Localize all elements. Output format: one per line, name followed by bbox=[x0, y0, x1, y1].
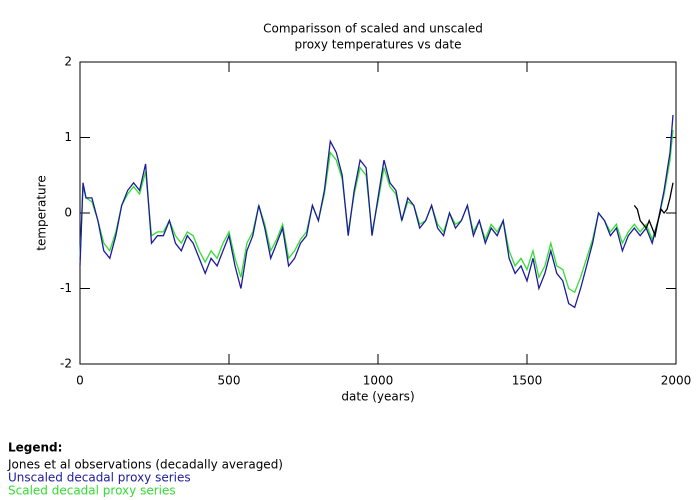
y-axis-label: temperature bbox=[35, 175, 49, 250]
legend-entry: Unscaled decadal proxy series bbox=[8, 471, 191, 485]
x-tick-label: 1000 bbox=[363, 374, 394, 388]
legend-title: Legend: bbox=[8, 441, 62, 455]
y-tick-label: 0 bbox=[64, 206, 72, 220]
legend-entry: Scaled decadal proxy series bbox=[8, 484, 176, 498]
chart-title: proxy temperatures vs date bbox=[295, 38, 462, 52]
x-tick-label: 500 bbox=[218, 374, 241, 388]
series-line bbox=[633, 182, 674, 239]
y-tick-label: 2 bbox=[64, 55, 72, 69]
y-tick-label: 1 bbox=[64, 130, 72, 144]
x-tick-label: 2000 bbox=[661, 374, 692, 388]
x-axis-label: date (years) bbox=[341, 390, 414, 404]
legend-entry: Jones et al observations (decadally aver… bbox=[7, 458, 283, 472]
x-tick-label: 0 bbox=[76, 374, 84, 388]
series-line bbox=[79, 114, 674, 309]
y-tick-label: -2 bbox=[60, 357, 72, 371]
x-tick-label: 1500 bbox=[512, 374, 543, 388]
plot-frame bbox=[79, 61, 677, 365]
chart-title: Comparisson of scaled and unscaled bbox=[263, 22, 483, 36]
y-tick-label: -1 bbox=[60, 281, 72, 295]
